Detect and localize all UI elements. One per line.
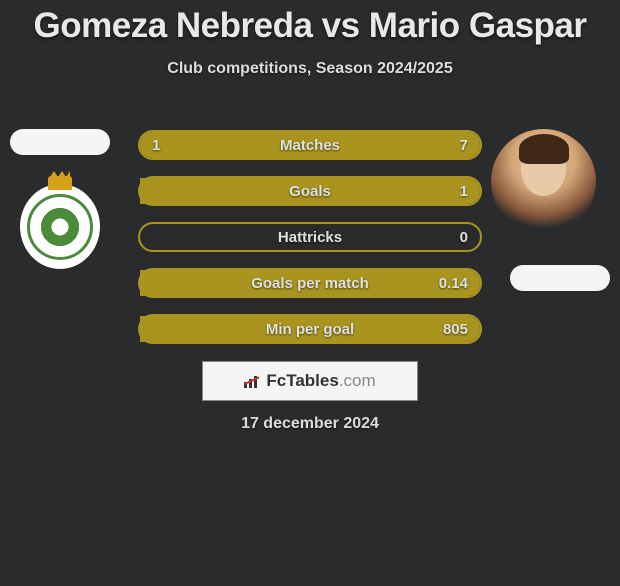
stat-right-value: 1 <box>460 183 468 200</box>
date-label: 17 december 2024 <box>0 415 620 433</box>
stat-right-value: 7 <box>460 137 468 154</box>
stat-row-min-per-goal: Min per goal 805 <box>138 314 482 344</box>
club-logo-left <box>20 184 100 269</box>
stat-row-goals-per-match: Goals per match 0.14 <box>138 268 482 298</box>
stat-right-value: 0 <box>460 229 468 246</box>
stats-container: 1 Matches 7 Goals 1 Hattricks 0 Goals pe… <box>138 130 482 360</box>
player-right-placeholder <box>510 265 610 291</box>
brand-label: FcTables.com <box>266 371 375 391</box>
player-left-placeholder <box>10 129 110 155</box>
stat-label: Matches <box>280 137 340 154</box>
stat-fill-left <box>140 132 181 158</box>
subtitle: Club competitions, Season 2024/2025 <box>0 60 620 78</box>
stat-right-value: 805 <box>443 321 468 338</box>
brand-box[interactable]: FcTables.com <box>202 361 418 401</box>
stat-row-matches: 1 Matches 7 <box>138 130 482 160</box>
stat-label: Goals <box>289 183 331 200</box>
player-right-photo <box>491 129 596 234</box>
stat-label: Min per goal <box>266 321 354 338</box>
stat-label: Hattricks <box>278 229 342 246</box>
stat-row-goals: Goals 1 <box>138 176 482 206</box>
stat-right-value: 0.14 <box>439 275 468 292</box>
crown-icon <box>48 176 72 190</box>
chart-icon <box>244 374 262 388</box>
stat-label: Goals per match <box>251 275 369 292</box>
page-title: Gomeza Nebreda vs Mario Gaspar <box>0 6 620 46</box>
stat-row-hattricks: Hattricks 0 <box>138 222 482 252</box>
stat-left-value: 1 <box>152 137 160 154</box>
